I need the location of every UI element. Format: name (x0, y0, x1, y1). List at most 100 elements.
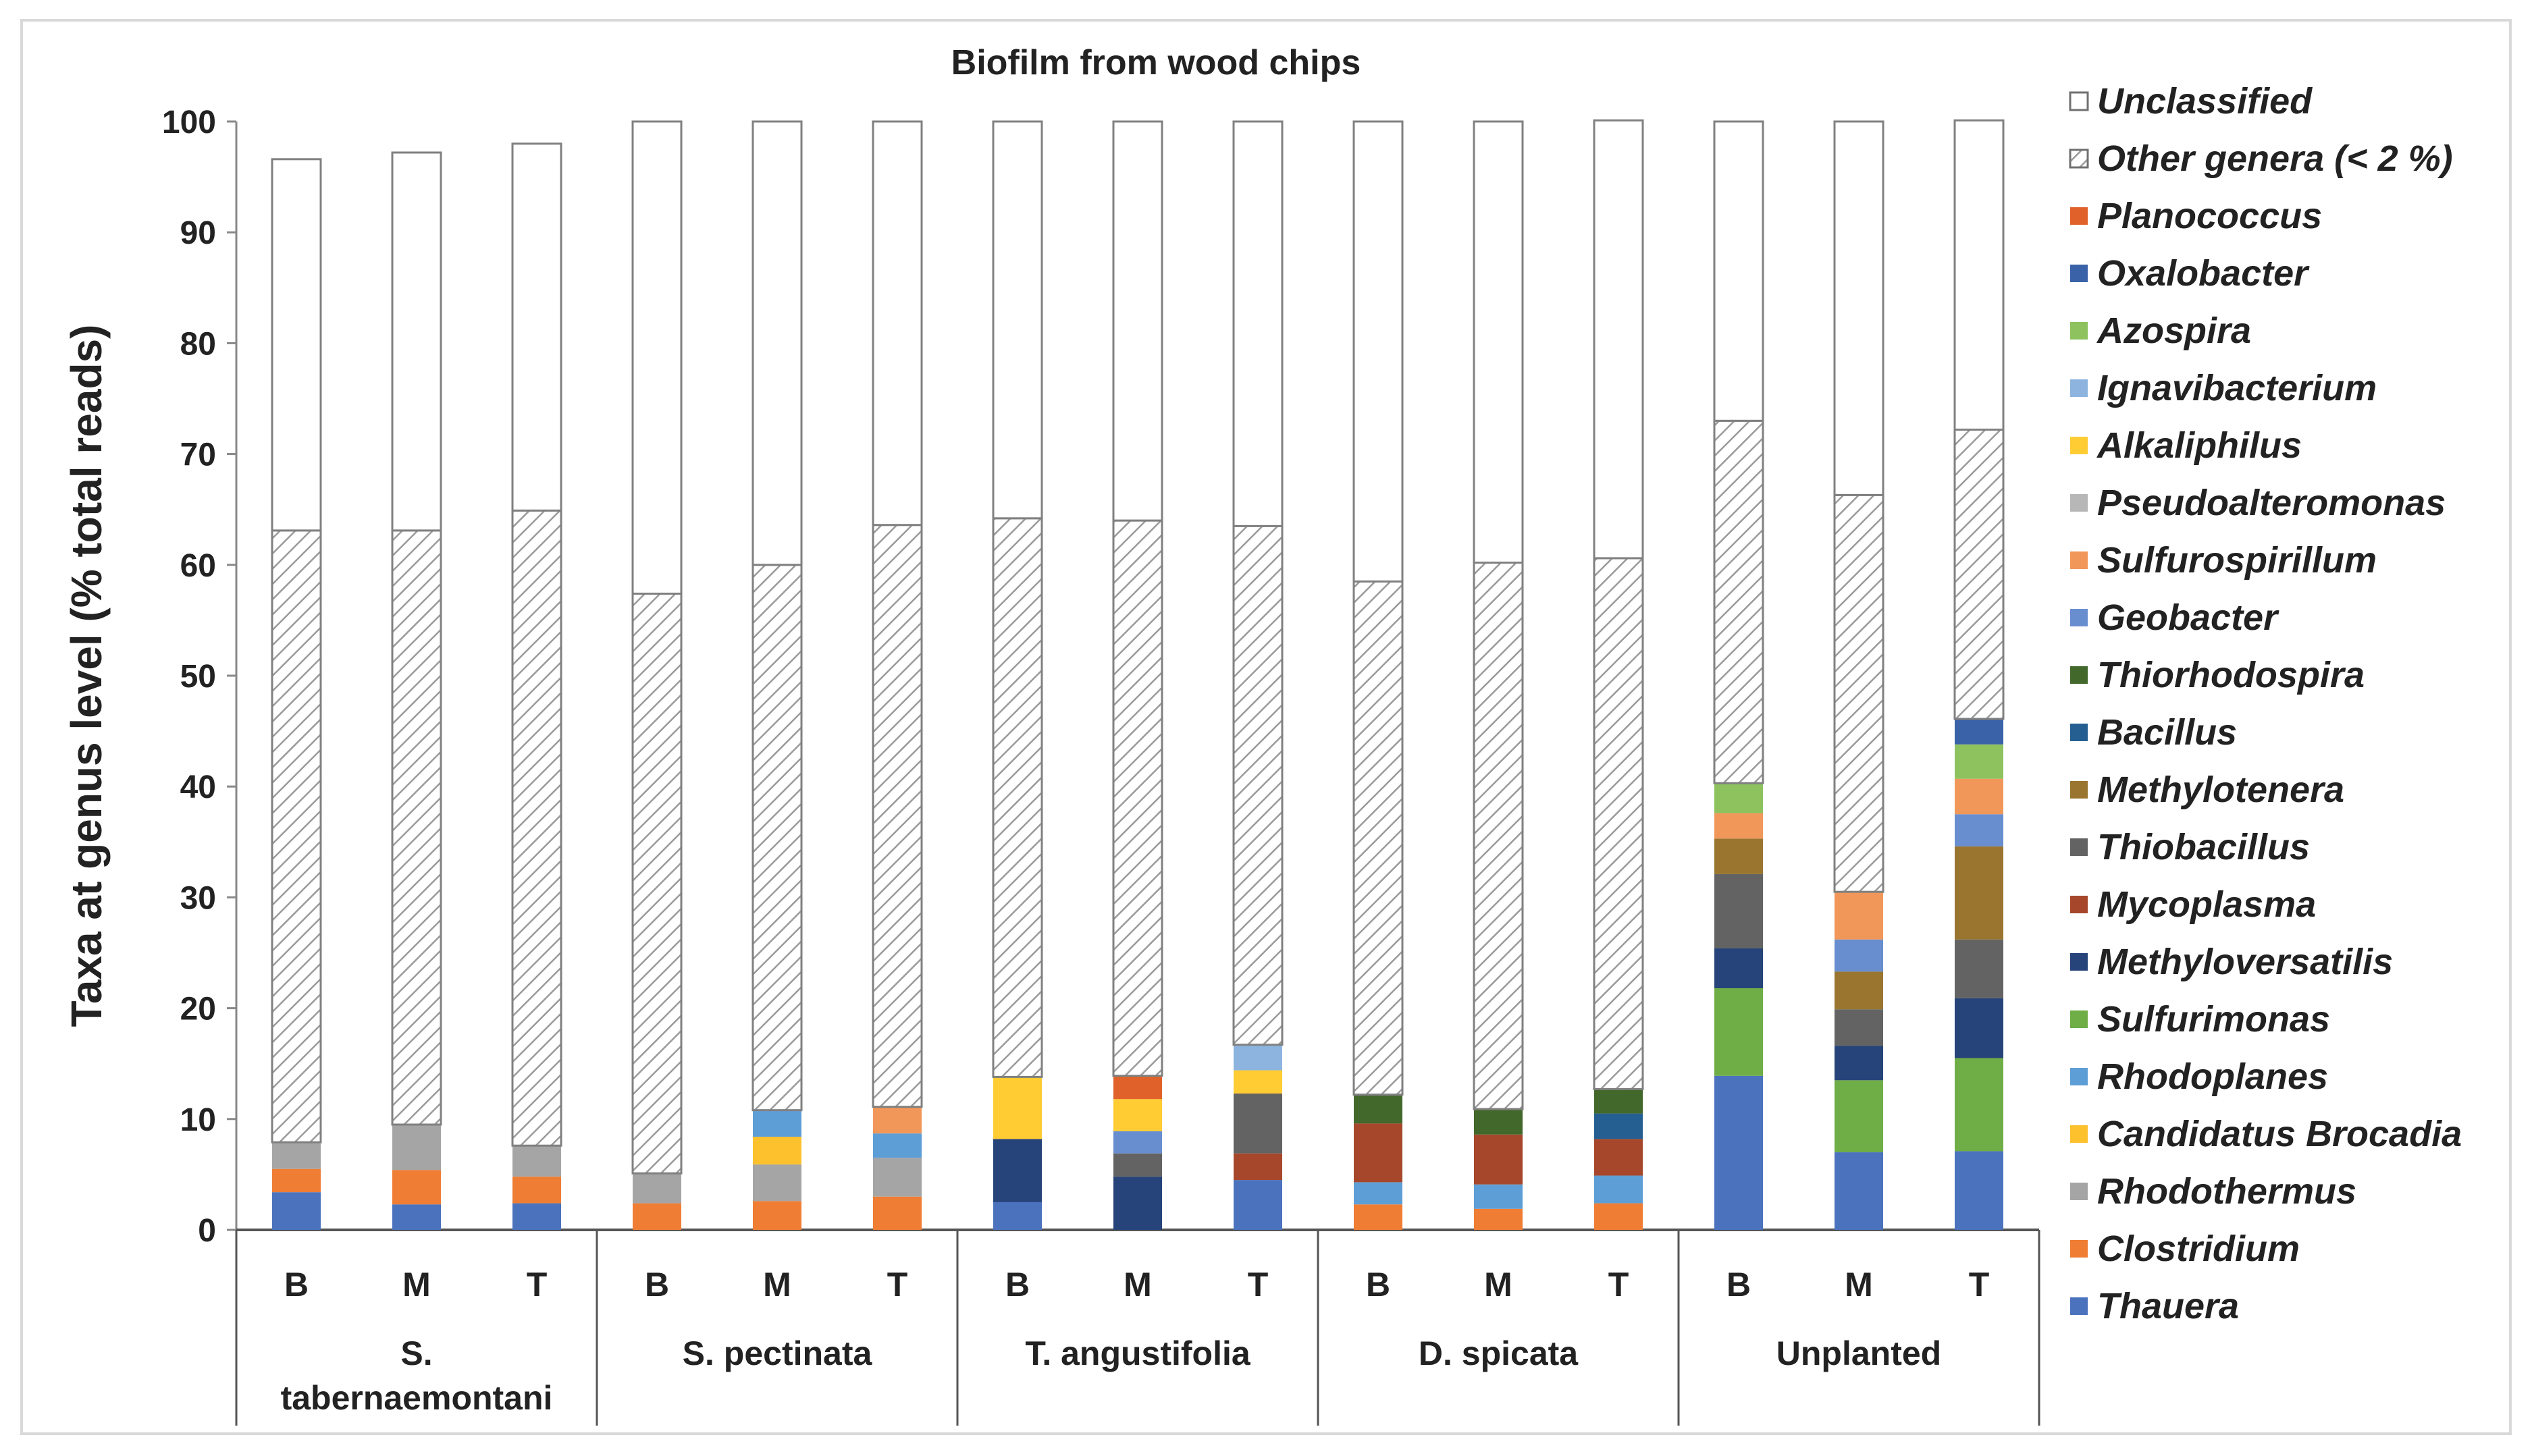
legend-label: Rhodothermus (2097, 1171, 2356, 1212)
legend-label: Thauera (2097, 1286, 2239, 1326)
bar-segment (272, 1168, 321, 1193)
legend-label: Pseudoalteromonas (2097, 483, 2446, 523)
y-tick-label: 30 (180, 880, 216, 916)
legend-label: Candidatus Brocadia (2097, 1114, 2462, 1154)
x-tick-label: B (1726, 1266, 1751, 1303)
legend-label: Unclassified (2097, 81, 2313, 122)
legend-swatch (2070, 838, 2088, 856)
legend-label: Thiorhodospira (2097, 655, 2365, 695)
bar-segment (512, 1203, 561, 1230)
legend-swatch (2070, 609, 2088, 626)
bar-segment (1835, 892, 1883, 940)
bar-segment (631, 120, 683, 595)
y-tick-label: 100 (162, 105, 216, 140)
bar-segment (1232, 524, 1284, 1046)
legend-swatch (2070, 953, 2088, 971)
x-tick-label: B (284, 1266, 309, 1303)
bar-segment (392, 1170, 441, 1205)
bar-segment (1955, 1058, 2003, 1152)
bar-segment (511, 142, 562, 512)
legend-label: Methyloversatilis (2097, 942, 2393, 982)
legend-swatch (2069, 149, 2089, 169)
bar-segment (1955, 846, 2003, 940)
bar-segment (1354, 1204, 1402, 1230)
legend-swatch (2070, 781, 2088, 799)
bar-segment (391, 529, 442, 1126)
legend-label: Azospira (2096, 311, 2251, 351)
bar-segment (1354, 1094, 1402, 1124)
group-label: S. (400, 1334, 432, 1372)
legend-label: Mycoplasma (2097, 884, 2316, 925)
bar-segment (1352, 120, 1404, 583)
bar-segment (272, 1142, 321, 1169)
bar-segment (753, 1201, 801, 1230)
bar-segment (1234, 1044, 1282, 1071)
bar-segment (992, 120, 1043, 520)
x-tick-label: T (887, 1266, 908, 1303)
bar-segment (753, 1137, 801, 1165)
bar-segment (1714, 948, 1763, 989)
bar-segment (872, 120, 923, 527)
bar-segment (1953, 119, 2005, 431)
bar-segment (511, 509, 562, 1147)
bar-segment (1234, 1070, 1282, 1094)
x-tick-label: T (1969, 1266, 1990, 1303)
legend-swatch (2070, 666, 2088, 684)
bar-segment (1113, 1153, 1162, 1177)
bar-segment (993, 1077, 1042, 1139)
x-tick-label: B (645, 1266, 669, 1303)
legend-swatch (2070, 207, 2088, 225)
bar-segment (872, 524, 923, 1108)
legend-label: Geobacter (2097, 597, 2279, 638)
bar-segment (1714, 783, 1763, 813)
group-label: tabernaemontani (281, 1379, 553, 1417)
group-label: T. angustifolia (1025, 1334, 1251, 1372)
bar-segment (271, 158, 322, 532)
bar-segment (873, 1133, 922, 1158)
bar-segment (1232, 120, 1284, 527)
bar-segment (1714, 1075, 1763, 1230)
y-tick-label: 90 (180, 215, 216, 251)
bar-segment (1594, 1089, 1643, 1114)
bar-segment (1835, 939, 1883, 972)
bar-segment (1113, 1075, 1162, 1100)
bar-segment (392, 1204, 441, 1230)
legend-swatch (2070, 494, 2088, 512)
bar-segment (1955, 1151, 2003, 1230)
legend-swatch (2070, 896, 2088, 913)
x-tick-label: T (1608, 1266, 1629, 1303)
bar-segment (1835, 1009, 1883, 1046)
x-tick-label: B (1366, 1266, 1390, 1303)
legend-label: Planococcus (2097, 196, 2322, 236)
legend-label: Sulfurospirillum (2097, 540, 2377, 581)
legend-label: Ignavibacterium (2097, 368, 2377, 408)
bar-segment (1234, 1180, 1282, 1230)
x-tick-label: M (402, 1266, 431, 1303)
bar-segment (1955, 939, 2003, 998)
bar-segment (1955, 778, 2003, 815)
legend-label: Rhodoplanes (2097, 1056, 2328, 1097)
y-tick-label: 40 (180, 770, 216, 805)
bar-segment (271, 529, 322, 1143)
bar-segment (1354, 1123, 1402, 1183)
legend-label: Methylotenera (2097, 770, 2344, 810)
chart-title: Biofilm from wood chips (951, 43, 1361, 82)
bar-segment (1833, 120, 1884, 496)
legend-label: Other genera (< 2 %) (2097, 138, 2453, 179)
x-tick-label: M (1845, 1266, 1873, 1303)
bar-segment (631, 592, 683, 1175)
bar-segment (1112, 120, 1163, 522)
legend-label: Thiobacillus (2097, 827, 2310, 867)
bar-segment (512, 1145, 561, 1177)
bar-segment (751, 120, 803, 566)
x-tick-label: M (1124, 1266, 1152, 1303)
bar-segment (753, 1110, 801, 1137)
legend-label: Bacillus (2097, 712, 2237, 753)
group-label: Unplanted (1776, 1334, 1941, 1372)
bar-segment (1835, 1152, 1883, 1230)
bar-segment (1955, 998, 2003, 1058)
bar-segment (1955, 719, 2003, 745)
legend-swatch (2070, 265, 2088, 282)
bar-segment (392, 1125, 441, 1170)
